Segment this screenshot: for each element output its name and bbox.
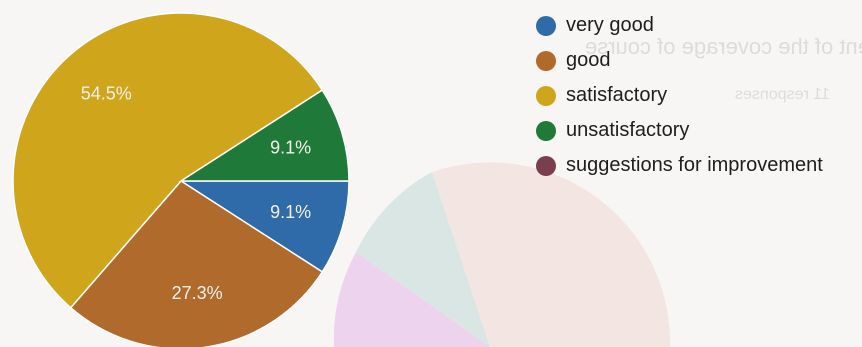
legend-item-good: good (536, 43, 823, 78)
legend-label: very good (566, 14, 654, 36)
pie-label-good: 27.3% (172, 283, 223, 303)
ghost-slice-large (432, 162, 671, 347)
pie-value-labels: 9.1% 27.3% 54.5% 9.1% (81, 83, 311, 303)
legend-swatch (536, 155, 556, 176)
pie-slices (12, 12, 350, 347)
legend-item-very-good: very good (536, 8, 823, 43)
legend-swatch (536, 120, 556, 141)
pie-slice-satisfactory (12, 12, 324, 309)
legend-item-satisfactory: satisfactory (536, 78, 823, 113)
ghost-slice-teal (356, 172, 490, 347)
legend-label: good (566, 49, 611, 71)
legend-item-suggestions-for-improvement: suggestions for improvement (536, 148, 823, 183)
ghost-slice-violet (333, 252, 490, 347)
legend-swatch (536, 50, 556, 71)
legend-item-unsatisfactory: unsatisfactory (536, 113, 823, 148)
legend-label: unsatisfactory (566, 119, 690, 141)
legend-label: suggestions for improvement (566, 154, 823, 176)
pie-slice-very-good (178, 180, 350, 273)
pie-slice-unsatisfactory (178, 89, 350, 182)
legend-label: satisfactory (566, 84, 668, 106)
pie-label-very-good: 9.1% (270, 202, 311, 222)
pie-label-satisfactory: 54.5% (81, 83, 132, 103)
legend-swatch (536, 15, 556, 36)
pie-slice-good (69, 180, 324, 347)
legend-swatch (536, 85, 556, 106)
pie-label-unsatisfactory: 9.1% (270, 138, 311, 158)
legend: very good good satisfactory unsatisfactory s… (536, 8, 823, 183)
